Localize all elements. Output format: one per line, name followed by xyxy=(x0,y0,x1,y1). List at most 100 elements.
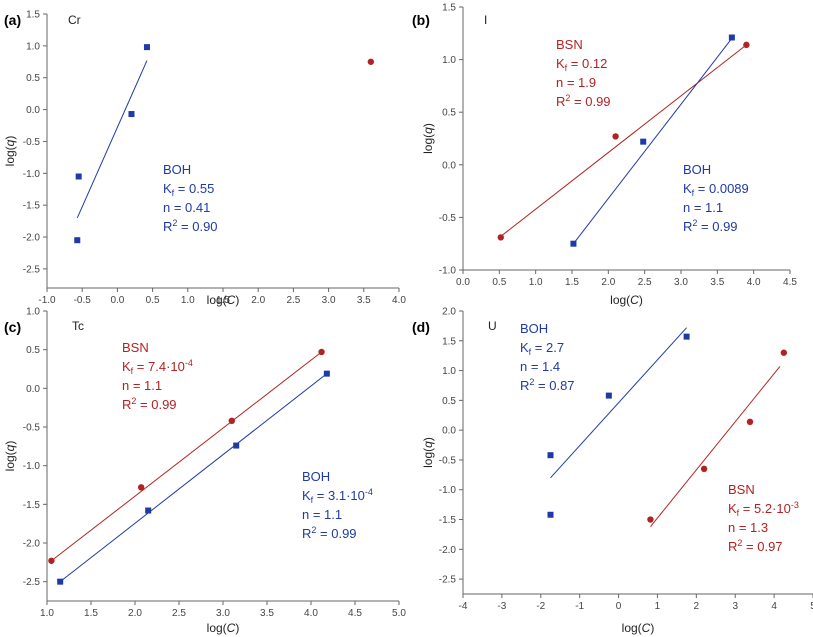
annotation-n: n = 1.4 xyxy=(520,359,560,374)
data-point xyxy=(128,111,135,118)
data-point xyxy=(323,370,330,377)
data-point xyxy=(318,348,325,356)
fit-annotation: BSN Kf = 5.2·10-3 n = 1.3 R2 = 0.97 xyxy=(728,482,799,554)
element-label: I xyxy=(484,13,487,27)
panel-label: (c) xyxy=(4,319,21,335)
y-tick-label: 1.0 xyxy=(442,366,456,377)
y-axis-label: log(q) xyxy=(421,437,435,468)
panel-a: -1.0 -0.5 0.0 0.5 1.0 1.5 2.0 2.5 3.0 3.5 4.0 -2.5 -… xyxy=(3,10,406,308)
data-point xyxy=(746,418,754,426)
x-tick-label: 2.5 xyxy=(638,277,652,288)
data-point xyxy=(137,484,145,491)
annotation-r2: R2 = 0.99 xyxy=(122,396,177,412)
x-tick-label: 0.5 xyxy=(146,295,160,306)
y-tick-label: 0.0 xyxy=(442,426,456,437)
annotation-r2: R2 = 0.97 xyxy=(728,538,783,554)
x-tick-label: -2 xyxy=(536,601,545,612)
annotation-n: n = 1.3 xyxy=(728,520,768,535)
y-tick-label: 0.0 xyxy=(26,384,40,395)
data-point xyxy=(743,41,750,49)
fit-line xyxy=(59,373,328,583)
annotation-kf: Kf = 7.4·10-4 xyxy=(122,358,193,376)
x-axis-label: log(C) xyxy=(622,621,655,635)
x-tick-label: 3.0 xyxy=(216,608,230,619)
annotation-kf: Kf = 3.1·10-4 xyxy=(302,487,373,505)
data-point xyxy=(547,452,554,459)
x-axis-label: log(C) xyxy=(207,621,240,635)
x-tick-label: 4.5 xyxy=(783,277,797,288)
fit-line xyxy=(650,366,781,527)
data-point xyxy=(367,58,375,65)
data-point xyxy=(75,173,82,180)
y-tick-label: -0.5 xyxy=(439,213,457,224)
data-point xyxy=(700,465,708,473)
x-tick-label: 3 xyxy=(732,601,738,612)
y-tick-label: -2.5 xyxy=(23,264,41,275)
annotation-r2: R2 = 0.99 xyxy=(683,218,738,234)
y-tick-label: -0.5 xyxy=(439,455,457,466)
annotation-name: BOH xyxy=(302,469,330,484)
data-point xyxy=(497,234,504,241)
fit-annotation: BOH Kf = 3.1·10-4 n = 1.1 R2 = 0.99 xyxy=(302,469,373,541)
annotation-n: n = 1.1 xyxy=(302,507,342,522)
data-point xyxy=(612,133,619,140)
element-label: Cr xyxy=(68,13,81,27)
y-tick-label: 1.0 xyxy=(26,307,40,318)
annotation-kf: Kf = 0.0089 xyxy=(683,181,749,198)
annotation-kf: Kf = 0.55 xyxy=(163,181,214,198)
annotation-kf: Kf = 0.12 xyxy=(556,56,607,73)
y-tick-label: -0.5 xyxy=(23,137,41,148)
annotation-name: BSN xyxy=(122,340,149,355)
x-tick-label: 5 xyxy=(810,601,813,612)
data-point xyxy=(143,44,150,51)
y-tick-label: -1.5 xyxy=(23,201,41,212)
data-point xyxy=(57,578,64,585)
fit-annotation: BOH Kf = 0.55 n = 0.41 R2 = 0.90 xyxy=(163,162,218,234)
x-tick-label: 4.0 xyxy=(747,277,761,288)
y-tick-label: -1.5 xyxy=(23,500,41,511)
y-axis-label: log(q) xyxy=(3,441,17,472)
data-point xyxy=(728,34,735,41)
x-tick-label: 4.0 xyxy=(392,295,406,306)
y-tick-label: -2.0 xyxy=(439,545,457,556)
panel-d: -4 -3 -2 -1 0 1 2 3 4 5 -2.5 -2.0 -1.5 -1.0 -0.5 0.0 0.5… xyxy=(412,307,813,635)
series-bsn: BSN Kf = 7.4·10-4 n = 1.1 R2 = 0.99 xyxy=(48,340,325,564)
annotation-r2: R2 = 0.87 xyxy=(520,377,575,393)
data-point xyxy=(780,349,788,356)
series-bsn xyxy=(367,58,375,65)
element-label: Tc xyxy=(72,319,84,333)
y-tick-label: -2.5 xyxy=(23,577,41,588)
x-tick-label: 3.5 xyxy=(260,608,274,619)
x-tick-label: 3.5 xyxy=(710,277,724,288)
x-tick-label: 3.0 xyxy=(322,295,336,306)
x-tick-label: 3.5 xyxy=(357,295,371,306)
series-boh: BOH Kf = 0.0089 n = 1.1 R2 = 0.99 xyxy=(570,34,749,247)
x-tick-label: 3.0 xyxy=(674,277,688,288)
x-tick-label: -1.0 xyxy=(38,295,56,306)
annotation-name: BSN xyxy=(556,37,583,52)
y-tick-label: 1.5 xyxy=(442,336,456,347)
y-tick-label: 2.0 xyxy=(442,307,456,318)
fit-line xyxy=(500,44,747,237)
annotation-n: n = 1.1 xyxy=(683,200,723,215)
fit-line xyxy=(573,36,734,245)
x-tick-label: -4 xyxy=(459,601,468,612)
panel-c: 1.0 1.5 2.0 2.5 3.0 3.5 4.0 4.5 5.0 -2.5 -2.0 -1.5 -… xyxy=(3,307,406,636)
x-tick-label: 2.5 xyxy=(286,295,300,306)
fit-line xyxy=(76,60,148,219)
fit-annotation: BSN Kf = 7.4·10-4 n = 1.1 R2 = 0.99 xyxy=(122,340,193,412)
y-tick-label: -1.0 xyxy=(23,461,41,472)
y-tick-label: 1.0 xyxy=(442,55,456,66)
data-point xyxy=(547,511,554,518)
annotation-n: n = 1.1 xyxy=(122,378,162,393)
y-tick-label: 0.5 xyxy=(26,73,40,84)
annotation-name: BSN xyxy=(728,482,755,497)
data-point xyxy=(228,417,235,425)
y-tick-label: 1.5 xyxy=(442,3,456,14)
y-tick-label: 0.5 xyxy=(442,396,456,407)
x-tick-label: 2.0 xyxy=(251,295,265,306)
element-label: U xyxy=(488,319,497,333)
panel-b: 0.0 0.5 1.0 1.5 2.0 2.5 3.0 3.5 4.0 4.5 -1.0 -0.5 0.… xyxy=(412,3,797,308)
x-tick-label: 2 xyxy=(694,601,700,612)
fit-line xyxy=(550,327,687,479)
